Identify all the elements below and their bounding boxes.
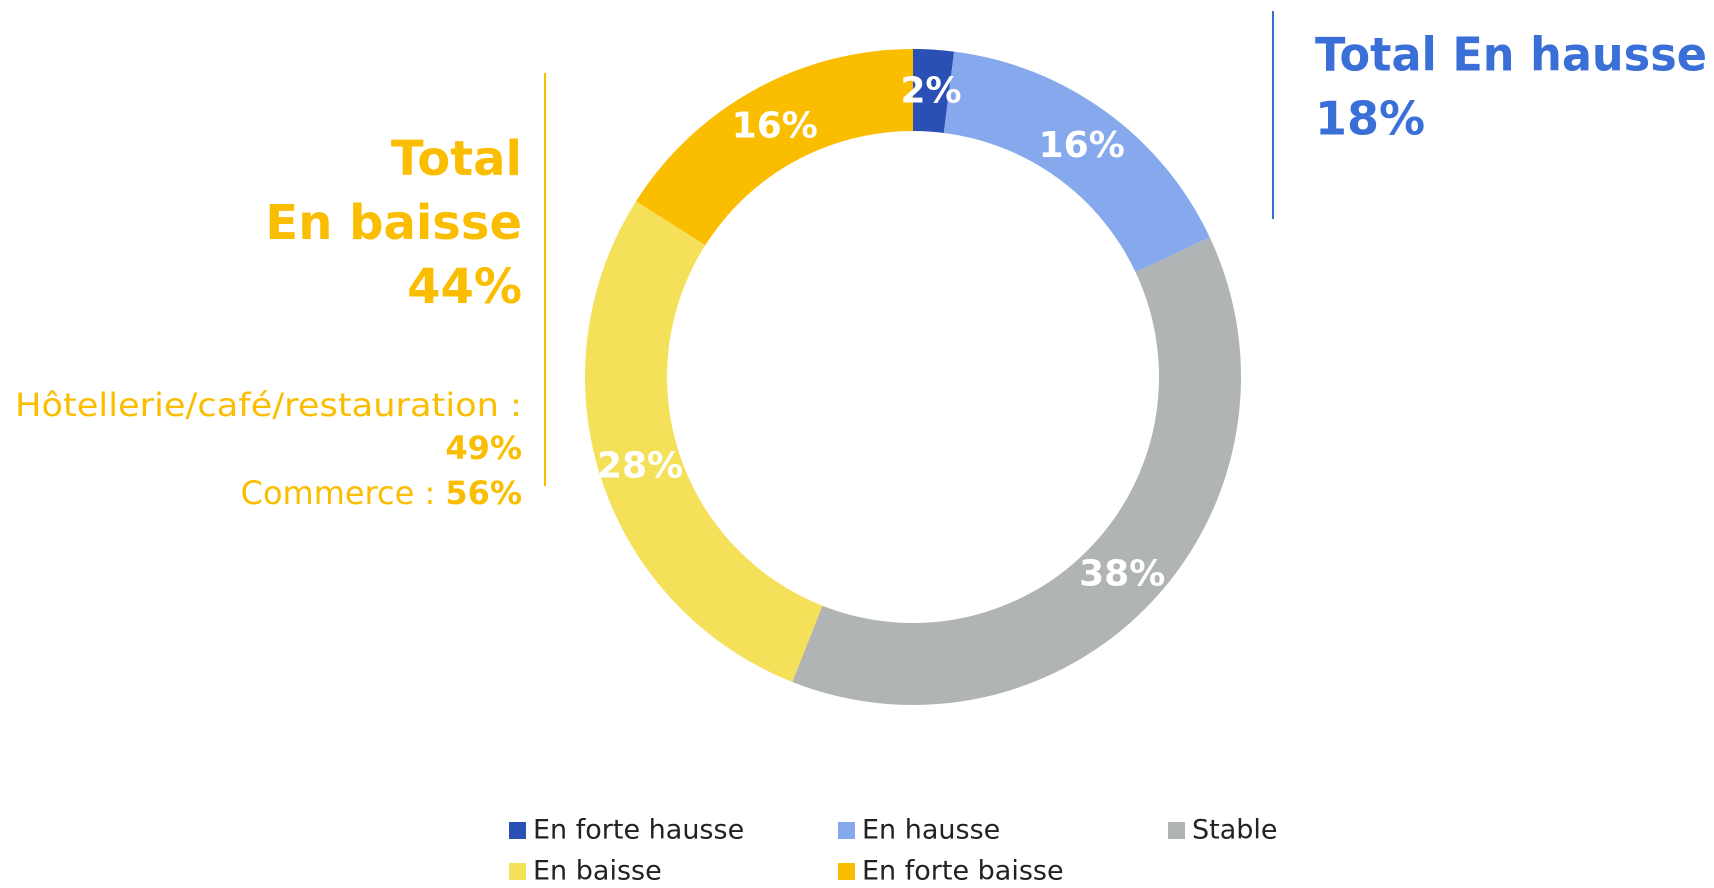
donut-slice [913,49,955,133]
annotation-detail: Hôtellerie/café/restauration : [15,386,522,424]
data-label: 28% [597,446,683,487]
data-label: 16% [1039,125,1125,166]
legend-label: En forte baisse [862,856,1064,887]
annotation-detail: Commerce : 56% [241,474,522,512]
annotation-detail-label: Commerce : [241,474,446,512]
legend-swatch [509,863,526,880]
legend-swatch [1168,822,1185,839]
legend-label: Stable [1192,815,1278,846]
legend-label: En forte hausse [533,815,744,846]
donut-slice [636,49,913,246]
data-label: 2% [900,71,961,112]
legend-swatch [838,863,855,880]
legend-label: En hausse [862,815,1000,846]
donut-slice [943,51,1210,273]
donut-slice [792,237,1242,705]
data-label: 38% [1079,553,1165,594]
legend-swatch [509,822,526,839]
legend-swatch [838,822,855,839]
data-label: 16% [732,105,818,146]
annotation-detail-value: 56% [445,474,522,512]
legend-label: En baisse [533,856,662,887]
annotation-title: Total [391,131,522,187]
annotation-value: 44% [407,259,522,315]
annotation-value: 18% [1315,92,1425,146]
annotation-title: En baisse [265,195,522,251]
annotation-detail-value: 49% [445,429,522,467]
donut-slice [584,201,823,682]
annotation-title: Total En hausse [1315,28,1707,82]
